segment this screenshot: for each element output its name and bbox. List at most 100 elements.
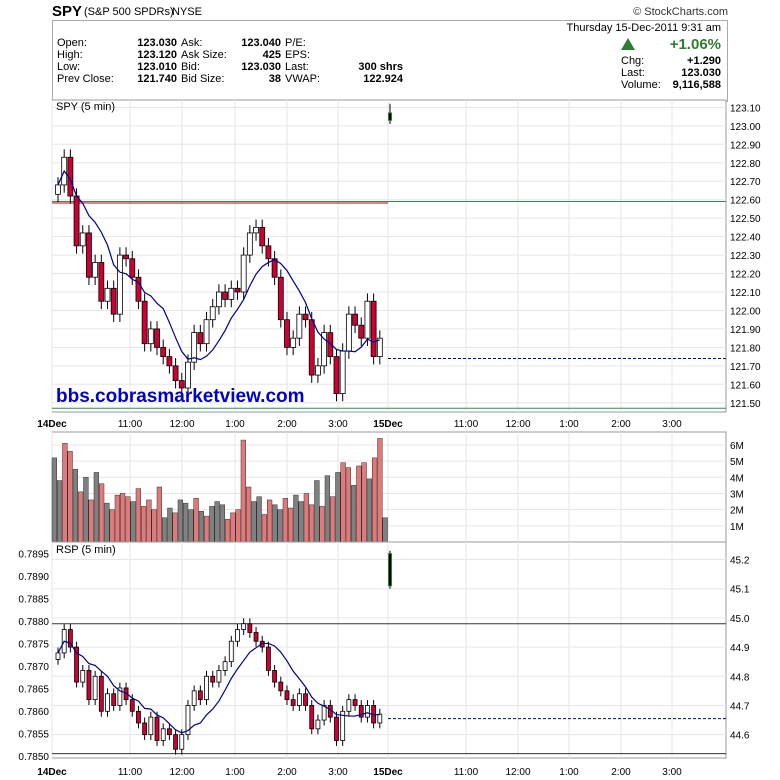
rsp-left-tick-label: 0.7860 <box>18 707 49 718</box>
rsp-left-tick-label: 0.7850 <box>18 752 49 763</box>
candle <box>253 226 259 234</box>
candle <box>74 646 79 683</box>
quote-table-left: Open: 123.030 Ask: 123.040 P/E: High: 123.120 A… <box>55 37 405 85</box>
volume-bar <box>235 509 241 543</box>
quote-label3: Last: <box>285 61 309 73</box>
x-tick-label: 3:00 <box>662 419 682 430</box>
candle <box>284 690 290 701</box>
candle <box>129 258 136 278</box>
volume-bar <box>51 457 57 543</box>
volume-bar <box>78 491 84 543</box>
candle <box>147 328 154 345</box>
price-tick-label: 122.10 <box>730 288 761 299</box>
price-tick-label: 123.00 <box>730 122 761 133</box>
quote-row: Volume: 9,116,588 <box>619 79 723 91</box>
price-tick-label: 122.40 <box>730 233 761 244</box>
volume-bar <box>319 506 325 543</box>
candle <box>86 670 92 701</box>
brand[interactable]: © StockCharts.com <box>633 6 728 18</box>
candle <box>154 328 160 348</box>
quote-row: Low: 123.010 Bid: 123.030 Last: 300 shrs <box>55 61 405 73</box>
candle <box>117 687 123 706</box>
rsp-left-tick-label: 0.7895 <box>18 549 49 560</box>
rsp-tick-label: 44.7 <box>730 701 750 712</box>
volume-bar <box>156 486 162 543</box>
candle <box>352 313 358 326</box>
rsp-left-tick-label: 0.7865 <box>18 684 49 695</box>
quote-value: 9,116,588 <box>672 79 721 91</box>
candle <box>123 254 129 260</box>
candle <box>321 705 327 721</box>
volume-bar <box>282 498 288 543</box>
volume-bar <box>83 477 89 543</box>
candle <box>160 728 166 741</box>
volume-bar <box>324 475 330 543</box>
candle <box>346 699 352 712</box>
volume-bar <box>309 504 315 543</box>
candle <box>321 332 328 367</box>
volume-bar <box>225 519 231 543</box>
candle <box>98 262 105 302</box>
candle <box>185 705 191 736</box>
volume-bar <box>193 498 199 543</box>
x-tick-label: 15Dec <box>373 767 403 778</box>
candle <box>55 652 61 660</box>
quote-label: Last: <box>621 67 645 79</box>
volume-bar <box>198 511 204 543</box>
quote-value: 121.740 <box>137 73 177 85</box>
candle <box>172 365 179 382</box>
candle <box>315 719 321 730</box>
volume-tick-label: 4M <box>730 473 744 484</box>
quote-value2: 425 <box>262 49 281 61</box>
candle <box>266 646 271 671</box>
candle <box>185 361 191 389</box>
candle <box>197 332 204 345</box>
volume-bar <box>93 472 99 543</box>
candle <box>166 356 173 367</box>
x-tick-label: 3:00 <box>328 767 348 778</box>
candle <box>154 716 160 741</box>
rsp-tick-label: 44.6 <box>730 731 750 742</box>
x-tick-label: 14Dec <box>37 419 67 430</box>
volume-bar <box>177 499 183 543</box>
price-tick-label: 122.90 <box>730 140 761 151</box>
volume-bar <box>183 502 189 543</box>
candle <box>148 716 154 736</box>
x-tick-label: 1:00 <box>559 767 579 778</box>
candle <box>173 734 178 750</box>
quote-label: Prev Close: <box>57 73 114 85</box>
candle <box>98 675 104 712</box>
candle <box>166 728 172 736</box>
x-tick-label: 3:00 <box>328 419 348 430</box>
candle <box>105 693 110 712</box>
volume-bar <box>130 501 136 543</box>
candle <box>365 705 370 718</box>
symbol-name: (S&P 500 SPDRs) <box>84 6 174 18</box>
quote-row: Prev Close: 121.740 Bid Size: 38 VWAP: 122.92… <box>55 73 405 85</box>
candle <box>327 332 334 358</box>
volume-bar <box>99 483 105 543</box>
rsp-tick-label: 45.2 <box>730 556 750 567</box>
x-tick-label: 12:00 <box>505 419 530 430</box>
quote-value2: 123.040 <box>241 37 281 49</box>
volume-bar <box>366 478 372 543</box>
volume-bar <box>267 499 273 543</box>
candle <box>191 332 198 363</box>
price-tick-label: 123.10 <box>730 103 761 114</box>
volume-bar <box>345 467 351 543</box>
candle <box>228 287 235 300</box>
volume-bar <box>246 486 252 543</box>
quote-value2: 38 <box>268 73 281 85</box>
price-tick-label: 121.70 <box>730 362 761 373</box>
candle <box>203 319 210 345</box>
volume-bar <box>382 517 388 543</box>
candle <box>352 699 358 706</box>
volume-bar <box>120 493 126 543</box>
volume-tick-label: 5M <box>730 457 744 468</box>
x-tick-label: 11:00 <box>118 419 143 430</box>
volume-tick-label: 3M <box>730 489 744 500</box>
volume-bar <box>298 501 304 543</box>
candle <box>116 254 123 315</box>
quote-value2: 123.030 <box>241 61 281 73</box>
volume-bar <box>72 468 78 543</box>
